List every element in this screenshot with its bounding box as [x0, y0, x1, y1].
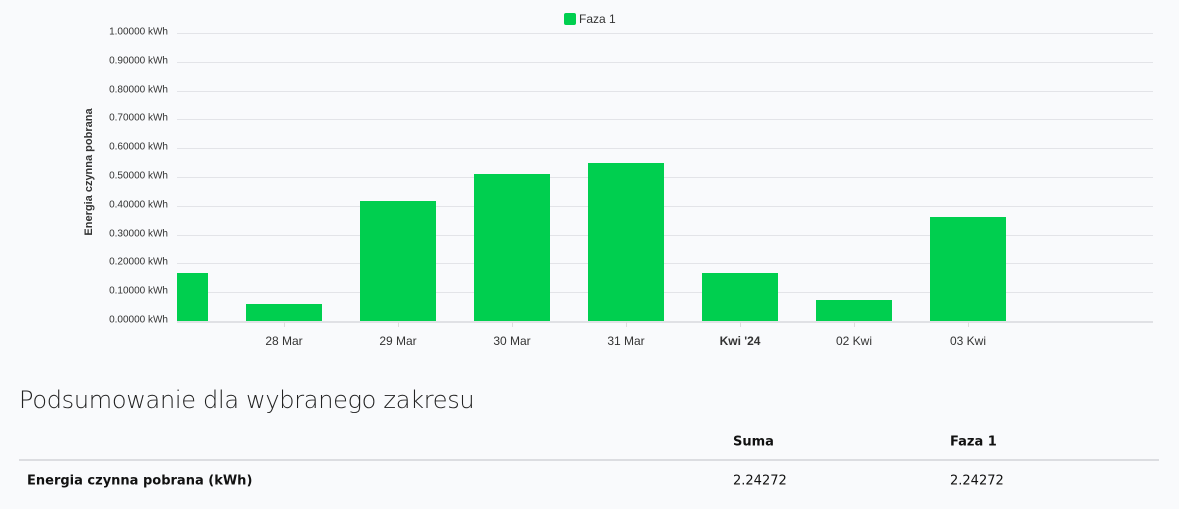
column-header-suma: Suma: [733, 434, 774, 449]
gridline: [177, 90, 1153, 92]
x-tick-label: 30 Mar: [493, 334, 531, 348]
y-tick-label: 0.30000 kWh: [109, 228, 168, 240]
bar-28-mar[interactable]: [246, 304, 322, 321]
bar-01-kwi[interactable]: [702, 273, 778, 321]
gridline: [177, 292, 1153, 294]
y-axis-label: Energia czynna pobrana: [83, 108, 95, 236]
x-tick-mark: [626, 322, 627, 327]
x-tick-mark: [740, 322, 741, 327]
x-tick-label: 29 Mar: [379, 334, 417, 348]
gridline: [177, 205, 1153, 207]
gridline: [177, 148, 1153, 150]
x-tick-mark: [512, 322, 513, 327]
gridline: [177, 33, 1153, 34]
x-tick-label: 31 Mar: [607, 334, 645, 348]
y-tick-label: 0.40000 kWh: [109, 199, 168, 211]
x-axis-line: [177, 321, 1153, 323]
bar-31-mar[interactable]: [588, 163, 664, 321]
bar-27-mar[interactable]: [177, 273, 208, 321]
legend-label: Faza 1: [579, 12, 616, 26]
y-tick-label: 0.80000 kWh: [109, 84, 168, 96]
gridline: [177, 177, 1153, 178]
gridline: [177, 234, 1153, 236]
energy-bar-chart: Faza 1 Energia czynna pobrana 0.00000 kW…: [83, 12, 1153, 348]
summary-table-header: Suma Faza 1: [19, 424, 1159, 461]
y-tick-label: 1.00000 kWh: [109, 26, 168, 38]
x-tick-mark: [284, 322, 285, 327]
y-tick-label: 0.00000 kWh: [109, 314, 168, 326]
legend-swatch-icon: [564, 13, 576, 25]
row-value-faza1: 2.24272: [950, 473, 1004, 489]
x-tick-mark: [398, 322, 399, 327]
x-tick-label: 28 Mar: [265, 334, 303, 348]
x-tick-label: 03 Kwi: [949, 334, 987, 348]
gridline: [177, 61, 1153, 63]
x-tick-label: 02 Kwi: [835, 334, 873, 348]
bar-02-kwi[interactable]: [816, 300, 892, 321]
column-header-faza1: Faza 1: [950, 434, 997, 449]
gridline: [177, 263, 1153, 265]
y-tick-label: 0.20000 kWh: [109, 256, 168, 268]
gridline: [177, 119, 1153, 121]
chart-legend[interactable]: Faza 1: [564, 12, 616, 26]
x-tick-mark: [968, 322, 969, 327]
bar-03-kwi[interactable]: [930, 216, 1006, 321]
summary-table: Suma Faza 1 Energia czynna pobrana (kWh)…: [19, 424, 1159, 501]
y-tick-label: 0.90000 kWh: [109, 55, 168, 67]
y-tick-label: 0.50000 kWh: [109, 170, 168, 182]
y-tick-label: 0.60000 kWh: [109, 141, 168, 153]
bar-29-mar[interactable]: [360, 200, 436, 321]
row-value-suma: 2.24272: [733, 473, 787, 489]
row-label: Energia czynna pobrana (kWh): [27, 473, 253, 489]
summary-title: Podsumowanie dla wybranego zakresu: [19, 386, 475, 414]
y-tick-label: 0.70000 kWh: [109, 112, 168, 124]
y-tick-label: 0.10000 kWh: [109, 285, 168, 297]
x-tick-mark: [854, 322, 855, 327]
x-tick-label: Kwi '24: [719, 334, 761, 348]
table-row: Energia czynna pobrana (kWh) 2.24272 2.2…: [19, 461, 1159, 501]
bar-30-mar[interactable]: [474, 174, 550, 321]
